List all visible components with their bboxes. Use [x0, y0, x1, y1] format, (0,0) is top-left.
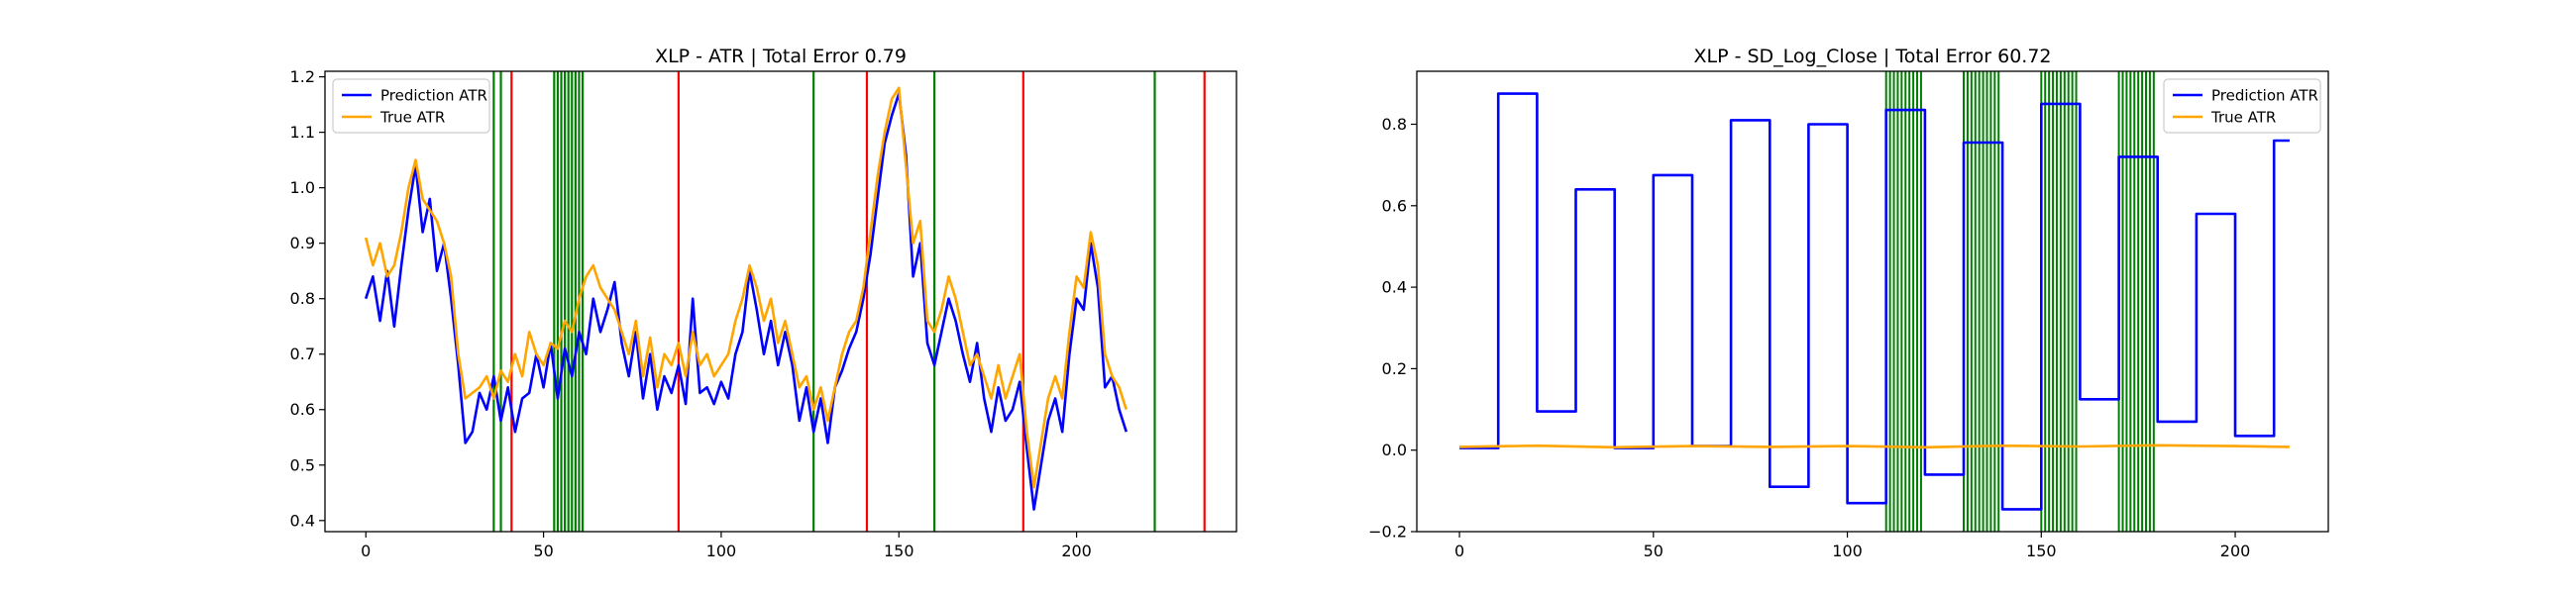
legend: Prediction ATR True ATR [2163, 78, 2321, 134]
legend-box [332, 78, 490, 134]
series-line-true [364, 86, 1128, 489]
y-tick-label: 0.0 [1382, 441, 1407, 459]
x-tick-label: 100 [1832, 542, 1863, 560]
chart-title: XLP - SD_Log_Close | Total Error 60.72 [1693, 46, 2051, 67]
chart-1: 0 50 100 150 200 0.4 0.5 0.6 0.7 0.8 0.9 1.0 1.1 1.2 X… [290, 46, 1237, 560]
axes-frame [324, 70, 1237, 533]
y-tick-label: 0.4 [1382, 278, 1407, 297]
y-tick-label: 0.9 [290, 234, 315, 252]
plot-area [364, 71, 1206, 532]
axes-frame [1416, 70, 2329, 533]
x-tick-label: 0 [1454, 542, 1464, 560]
chart-title: XLP - ATR | Total Error 0.79 [655, 46, 907, 67]
y-tick-label: 0.7 [290, 345, 315, 363]
y-tick-label: 0.6 [290, 400, 315, 419]
y-tick-label: 0.4 [290, 511, 315, 530]
x-tick-label: 150 [2026, 542, 2057, 560]
y-tick-label: 1.1 [290, 123, 315, 142]
x-tick-label: 0 [361, 542, 371, 560]
legend-box [2163, 78, 2321, 134]
x-tick-label: 150 [884, 542, 914, 560]
x-tick-label: 50 [1644, 542, 1664, 560]
x-tick-label: 200 [2220, 542, 2251, 560]
series-line-true [1459, 444, 2290, 449]
legend: Prediction ATR True ATR [332, 78, 490, 134]
series-line-prediction [1459, 92, 2290, 511]
legend-label: Prediction ATR [2211, 87, 2318, 105]
y-tick-label: 1.0 [290, 178, 315, 197]
y-tick-label: −0.2 [1368, 523, 1407, 542]
legend-label: True ATR [379, 109, 445, 127]
x-tick-label: 50 [533, 542, 553, 560]
x-tick-label: 200 [1061, 542, 1092, 560]
y-tick-label: 0.8 [290, 289, 315, 308]
y-tick-label: 1.2 [290, 67, 315, 86]
y-tick-label: 0.5 [290, 455, 315, 474]
y-tick-label: 0.8 [1382, 115, 1407, 134]
chart-2: 0 50 100 150 200 −0.2 0.0 0.2 0.4 0.6 0.8 XLP - SD_… [1368, 46, 2329, 560]
legend-label: True ATR [2210, 109, 2276, 127]
x-tick-label: 100 [706, 542, 737, 560]
y-tick-label: 0.6 [1382, 196, 1407, 215]
plot-area [1459, 71, 2290, 532]
legend-label: Prediction ATR [380, 87, 487, 105]
y-tick-label: 0.2 [1382, 359, 1407, 378]
series-line-prediction [364, 92, 1128, 511]
